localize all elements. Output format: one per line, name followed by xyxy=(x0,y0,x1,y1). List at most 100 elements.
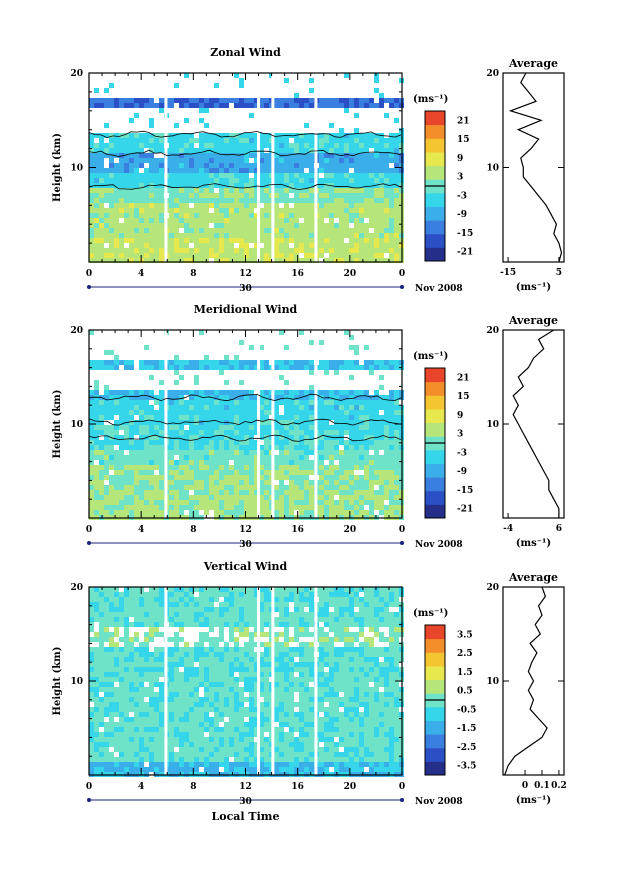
heatmap-cell xyxy=(379,218,384,223)
heatmap-cell xyxy=(279,647,284,652)
heatmap-cell xyxy=(149,253,154,258)
heatmap-cell xyxy=(364,103,369,108)
heatmap-cell xyxy=(289,258,294,263)
heatmap-cell xyxy=(319,475,324,480)
heatmap-cell xyxy=(284,430,289,435)
heatmap-cell xyxy=(389,410,394,415)
heatmap-cell xyxy=(329,440,334,445)
heatmap-cell xyxy=(349,163,354,168)
heatmap-cell xyxy=(229,435,234,440)
heatmap-cell xyxy=(279,390,284,395)
heatmap-cell xyxy=(344,445,349,450)
heatmap-cell xyxy=(184,440,189,445)
heatmap-cell xyxy=(229,198,234,203)
heatmap-cell xyxy=(104,410,109,415)
heatmap-cell xyxy=(129,415,134,420)
heatmap-cell xyxy=(94,652,99,657)
heatmap-cell xyxy=(369,622,374,627)
heatmap-cell xyxy=(284,203,289,208)
heatmap-cell xyxy=(134,657,139,662)
heatmap-cell xyxy=(249,682,254,687)
heatmap-cell xyxy=(334,480,339,485)
heatmap-cell xyxy=(114,223,119,228)
heatmap-cell xyxy=(279,592,284,597)
heatmap-cell xyxy=(274,218,279,223)
heatmap-cell xyxy=(89,138,94,143)
heatmap-cell xyxy=(364,667,369,672)
heatmap-cell xyxy=(349,228,354,233)
heatmap-cell xyxy=(334,592,339,597)
heatmap-cell xyxy=(169,258,174,263)
heatmap-cell xyxy=(394,213,399,218)
heatmap-cell xyxy=(99,103,104,108)
heatmap-cell xyxy=(389,490,394,495)
heatmap-cell xyxy=(189,485,194,490)
heatmap-cell xyxy=(234,627,239,632)
heatmap-cell xyxy=(344,415,349,420)
heatmap-cell xyxy=(379,597,384,602)
heatmap-cell xyxy=(294,652,299,657)
heatmap-cell xyxy=(324,480,329,485)
heatmap-cell xyxy=(249,213,254,218)
heatmap-cell xyxy=(304,500,309,505)
heatmap-cell xyxy=(239,213,244,218)
heatmap-cell xyxy=(184,153,189,158)
heatmap-cell xyxy=(384,193,389,198)
heatmap-cell xyxy=(184,213,189,218)
heatmap-cell xyxy=(309,460,314,465)
heatmap-cell xyxy=(274,470,279,475)
heatmap-cell xyxy=(189,400,194,405)
heatmap-cell xyxy=(184,390,189,395)
heatmap-cell xyxy=(294,183,299,188)
heatmap-cell xyxy=(124,505,129,510)
heatmap-cell xyxy=(274,430,279,435)
heatmap-cell xyxy=(144,218,149,223)
heatmap-cell xyxy=(254,415,259,420)
heatmap-cell xyxy=(379,440,384,445)
heatmap-cell xyxy=(189,143,194,148)
heatmap-cell xyxy=(159,203,164,208)
heatmap-cell xyxy=(324,485,329,490)
heatmap-cell xyxy=(109,612,114,617)
heatmap-cell xyxy=(374,597,379,602)
heatmap-cell xyxy=(369,370,374,375)
heatmap-cell xyxy=(289,505,294,510)
heatmap-cell xyxy=(94,440,99,445)
heatmap-cell xyxy=(94,148,99,153)
heatmap-cell xyxy=(169,138,174,143)
heatmap-cell xyxy=(184,258,189,263)
heatmap-cell xyxy=(239,692,244,697)
heatmap-cell xyxy=(139,455,144,460)
heatmap-cell xyxy=(94,445,99,450)
heatmap-cell xyxy=(134,677,139,682)
average-x-axis-label: (ms⁻¹) xyxy=(516,538,551,549)
heatmap-cell xyxy=(179,365,184,370)
heatmap-cell xyxy=(234,687,239,692)
heatmap-cell xyxy=(254,430,259,435)
heatmap-cell xyxy=(144,233,149,238)
heatmap-cell xyxy=(339,193,344,198)
heatmap-cell xyxy=(304,258,309,263)
heatmap-cell xyxy=(134,168,139,173)
heatmap-cell xyxy=(354,350,359,355)
heatmap-cell xyxy=(144,208,149,213)
heatmap-cell xyxy=(389,218,394,223)
heatmap-cell xyxy=(199,258,204,263)
heatmap-cell xyxy=(229,450,234,455)
heatmap-cell xyxy=(354,440,359,445)
heatmap-cell xyxy=(149,98,154,103)
x-tick-label: 16 xyxy=(291,525,304,535)
heatmap-cell xyxy=(354,652,359,657)
heatmap-cell xyxy=(239,657,244,662)
heatmap-cell xyxy=(249,657,254,662)
heatmap-cell xyxy=(384,657,389,662)
heatmap-cell xyxy=(94,223,99,228)
heatmap-cell xyxy=(369,657,374,662)
heatmap-cell xyxy=(244,188,249,193)
heatmap-cell xyxy=(189,607,194,612)
heatmap-cell xyxy=(294,495,299,500)
heatmap-cell xyxy=(224,168,229,173)
heatmap-cell xyxy=(359,203,364,208)
heatmap-cell xyxy=(194,148,199,153)
heatmap-cell xyxy=(254,138,259,143)
